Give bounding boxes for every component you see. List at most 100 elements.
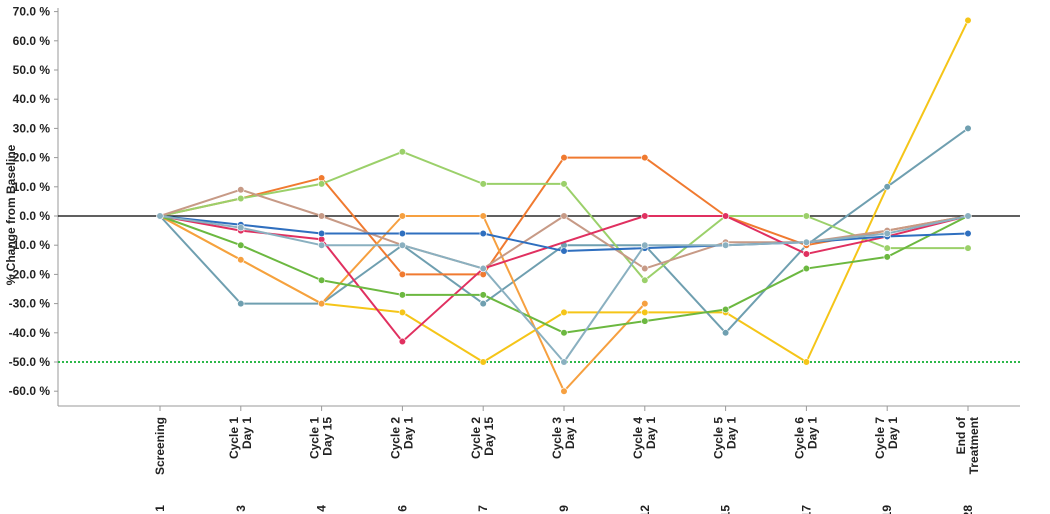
series-8 (156, 212, 972, 337)
data-point (318, 229, 326, 238)
data-point (964, 229, 972, 238)
x-day-label: 6 (395, 505, 409, 512)
data-point (641, 276, 649, 284)
y-tick-label: -10.0 % (9, 238, 51, 252)
series-group (156, 16, 972, 395)
x-category-label: Day 1 (644, 417, 658, 449)
x-day-label: 28 (961, 505, 975, 514)
data-point (237, 186, 245, 194)
data-point (479, 300, 487, 308)
x-day-label: 1 (153, 505, 167, 512)
x-category-label: End of (954, 416, 968, 454)
data-point (318, 212, 326, 220)
data-point (398, 212, 407, 220)
x-category-label: Cycle 1 (227, 417, 241, 459)
data-point (479, 180, 487, 188)
data-point (318, 241, 326, 249)
data-point (479, 212, 487, 220)
data-point (156, 212, 164, 220)
y-tick-label: 0.0 % (19, 209, 50, 223)
data-point (237, 256, 245, 264)
x-category-label: Day 1 (401, 417, 415, 449)
data-point (721, 305, 730, 314)
data-point (479, 229, 487, 238)
data-point (883, 253, 891, 261)
y-tick-label: -40.0 % (9, 326, 51, 340)
data-point (802, 358, 811, 366)
x-category-label: Day 15 (482, 417, 496, 456)
data-point (964, 124, 972, 132)
data-point (883, 244, 891, 252)
data-point (560, 212, 568, 220)
data-point (560, 180, 568, 188)
data-point (560, 154, 568, 162)
data-point (964, 16, 972, 24)
data-point (641, 241, 649, 249)
data-point (560, 358, 568, 366)
x-day-label: 17 (799, 505, 813, 514)
data-point (802, 250, 811, 258)
x-day-label: 15 (719, 505, 733, 514)
x-day-label: 4 (315, 505, 329, 512)
data-point (237, 194, 245, 203)
data-point (641, 264, 649, 273)
x-day-label: 12 (638, 505, 652, 514)
data-point (479, 264, 487, 273)
x-category-label: Cycle 4 (631, 417, 645, 459)
y-tick-label: 50.0 % (13, 63, 51, 77)
data-point (398, 308, 407, 316)
x-category-label: Treatment (967, 417, 981, 474)
y-tick-label: -30.0 % (9, 297, 51, 311)
y-tick-label: -60.0 % (9, 384, 51, 398)
data-point (398, 291, 407, 299)
data-point (398, 241, 407, 249)
data-point (641, 300, 649, 308)
x-category-label: Screening (153, 417, 167, 475)
x-category-label: Day 15 (321, 417, 335, 456)
x-category-label: Cycle 5 (712, 417, 726, 459)
y-axis-ticks: 70.0 % 60.0 % 50.0 % 40.0 % 30.0 % 20.0 % 10.0… (9, 5, 58, 398)
y-tick-label: 10.0 % (13, 180, 51, 194)
x-category-label: Cycle 2 (469, 417, 483, 459)
data-point (560, 329, 568, 337)
data-point (560, 247, 568, 255)
data-point (641, 212, 649, 220)
data-point (479, 291, 487, 299)
data-point (398, 148, 407, 156)
data-point (883, 229, 891, 238)
y-axis-label: % Change from Baseline (4, 144, 18, 285)
data-point (641, 308, 649, 316)
series-5 (156, 212, 649, 395)
x-day-label: 3 (234, 505, 248, 512)
data-point (237, 241, 245, 249)
x-day-label: 7 (476, 505, 490, 512)
data-point (479, 358, 487, 366)
data-point (398, 270, 407, 279)
data-point (721, 329, 730, 337)
y-tick-label: 70.0 % (13, 5, 51, 19)
x-day-label: 19 (880, 505, 894, 514)
y-tick-label: 40.0 % (13, 92, 51, 106)
series-line (159, 215, 969, 363)
x-category-label: Cycle 3 (550, 417, 564, 459)
reference-lines (58, 215, 1020, 363)
series-line (159, 156, 969, 276)
y-tick-label: -50.0 % (9, 355, 51, 369)
data-point (560, 308, 568, 316)
data-point (318, 276, 326, 284)
series-10 (156, 212, 972, 366)
series-line (159, 215, 969, 343)
data-point (641, 154, 649, 162)
x-category-label: Day 1 (805, 417, 819, 449)
y-tick-label: 30.0 % (13, 121, 51, 135)
data-point (318, 180, 326, 188)
data-point (237, 224, 245, 232)
y-tick-label: 60.0 % (13, 34, 51, 48)
x-category-label: Day 1 (886, 417, 900, 449)
x-category-label: Day 1 (563, 417, 577, 449)
data-point (560, 387, 568, 395)
x-category-label: Cycle 6 (792, 417, 806, 459)
data-point (802, 212, 811, 220)
